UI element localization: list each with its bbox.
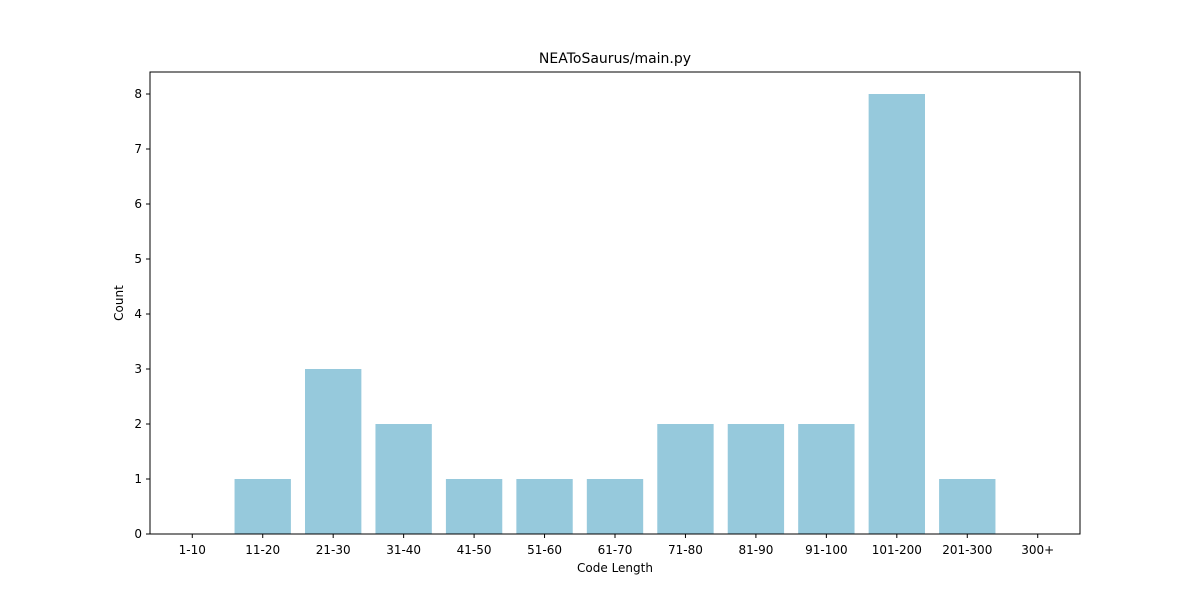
y-axis: 0 1 2 3 4 5 6 7 8 bbox=[134, 87, 150, 541]
y-tick-label: 1 bbox=[134, 472, 142, 486]
x-tick-label: 1-10 bbox=[179, 543, 206, 557]
y-tick-label: 6 bbox=[134, 197, 142, 211]
bar-61-70 bbox=[586, 479, 644, 534]
y-tick-label: 3 bbox=[134, 362, 142, 376]
bar-71-80 bbox=[657, 424, 714, 534]
x-tick-label: 201-300 bbox=[942, 543, 992, 557]
x-tick-label: 31-40 bbox=[386, 543, 421, 557]
x-tick-label: 81-90 bbox=[738, 543, 773, 557]
x-tick-label: 61-70 bbox=[598, 543, 633, 557]
bars-group bbox=[234, 94, 996, 534]
x-axis-label: Code Length bbox=[577, 561, 653, 575]
x-tick-label: 51-60 bbox=[527, 543, 562, 557]
x-tick-label: 41-50 bbox=[457, 543, 492, 557]
bar-11-20 bbox=[234, 479, 291, 534]
bar-31-40 bbox=[375, 424, 432, 534]
y-tick-label: 7 bbox=[134, 142, 142, 156]
x-axis: 1-10 11-20 21-30 31-40 41-50 51-60 61-70 71-80 8… bbox=[179, 534, 1054, 557]
x-tick-label: 11-20 bbox=[245, 543, 280, 557]
plot-frame bbox=[149, 71, 1081, 535]
y-axis-label: Count bbox=[112, 285, 126, 321]
x-tick-label: 21-30 bbox=[316, 543, 351, 557]
bar-101-200 bbox=[868, 94, 925, 534]
bar-81-90 bbox=[727, 424, 785, 534]
y-tick-label: 5 bbox=[134, 252, 142, 266]
y-tick-label: 4 bbox=[134, 307, 142, 321]
x-tick-label: 300+ bbox=[1021, 543, 1054, 557]
x-tick-label: 101-200 bbox=[872, 543, 922, 557]
y-tick-label: 0 bbox=[134, 527, 142, 541]
bar-51-60 bbox=[516, 479, 573, 534]
x-tick-label: 91-100 bbox=[805, 543, 848, 557]
bar-91-100 bbox=[798, 424, 855, 534]
chart-title: NEAToSaurus/main.py bbox=[539, 51, 691, 67]
bar-201-300 bbox=[939, 479, 996, 534]
y-tick-label: 2 bbox=[134, 417, 142, 431]
bar-21-30 bbox=[305, 369, 362, 534]
bar-41-50 bbox=[445, 479, 503, 534]
x-tick-label: 71-80 bbox=[668, 543, 703, 557]
y-tick-label: 8 bbox=[134, 87, 142, 101]
